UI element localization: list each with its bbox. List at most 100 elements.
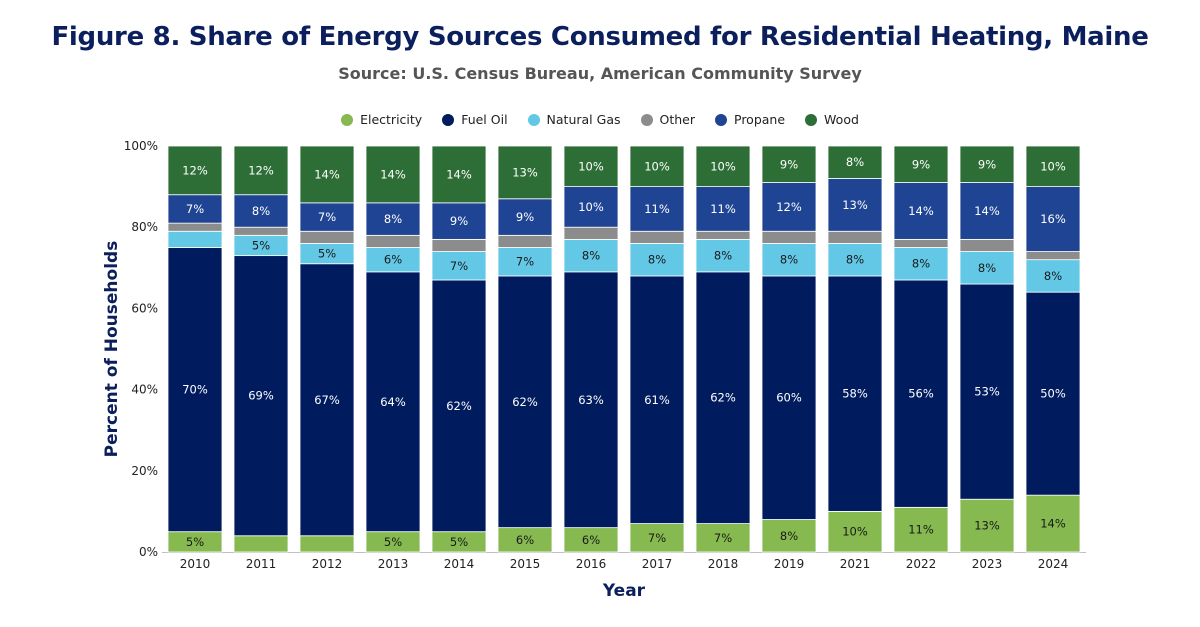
data-label-propane: 12% (776, 200, 802, 214)
data-label-fuel-oil: 62% (710, 391, 736, 405)
data-label-wood: 10% (578, 159, 604, 173)
data-label-propane: 9% (516, 210, 534, 224)
x-tick-label: 2010 (180, 557, 211, 571)
data-label-fuel-oil: 69% (248, 389, 274, 403)
data-label-wood: 12% (182, 163, 208, 177)
data-label-propane: 10% (578, 200, 604, 214)
data-label-electricity: 6% (582, 533, 600, 547)
data-label-natural-gas: 8% (648, 253, 666, 267)
data-label-fuel-oil: 62% (446, 399, 472, 413)
legend-swatch-other (640, 113, 653, 126)
bar-segment-natural-gas (1025, 259, 1081, 293)
data-label-wood: 10% (1040, 159, 1066, 173)
bar-segment-wood (959, 145, 1015, 183)
legend: Electricity Fuel Oil Natural Gas Other P… (0, 112, 1200, 127)
bar-segment-natural-gas (893, 247, 949, 281)
bar-segment-propane (497, 198, 553, 236)
bar-segment-other (365, 234, 421, 248)
data-label-propane: 13% (842, 198, 868, 212)
bar-segment-wood (695, 145, 751, 187)
legend-item-propane[interactable]: Propane (715, 112, 785, 127)
bar-segment-natural-gas (431, 251, 487, 281)
data-label-fuel-oil: 70% (182, 383, 208, 397)
data-label-electricity: 13% (974, 519, 1000, 533)
bar-segment-wood (365, 145, 421, 204)
chart-title: Figure 8. Share of Energy Sources Consum… (51, 22, 1149, 52)
data-label-propane: 7% (318, 210, 336, 224)
x-tick-label: 2013 (378, 557, 409, 571)
data-label-wood: 14% (314, 167, 340, 181)
data-label-propane: 11% (644, 202, 670, 216)
data-label-wood: 13% (512, 165, 538, 179)
x-tick-label: 2019 (774, 557, 805, 571)
data-label-wood: 10% (710, 159, 736, 173)
legend-label-natural-gas: Natural Gas (546, 112, 621, 127)
bar-segment-other (695, 230, 751, 240)
x-tick-label: 2021 (840, 557, 871, 571)
legend-item-fuel-oil[interactable]: Fuel Oil (442, 112, 508, 127)
data-label-propane: 14% (974, 204, 1000, 218)
bar-segment-wood (827, 145, 883, 179)
bar-segment-wood (761, 145, 817, 183)
bar-segment-electricity (893, 506, 949, 553)
data-label-natural-gas: 8% (780, 253, 798, 267)
legend-swatch-natural-gas (527, 113, 540, 126)
data-label-natural-gas: 5% (252, 238, 270, 252)
legend-item-natural-gas[interactable]: Natural Gas (527, 112, 621, 127)
y-tick-label: 60% (131, 301, 158, 315)
bar-segment-propane (959, 182, 1015, 240)
bar-segment-natural-gas (629, 243, 685, 277)
data-label-fuel-oil: 67% (314, 393, 340, 407)
data-label-electricity: 7% (648, 531, 666, 545)
bar-segment-propane (695, 186, 751, 232)
bar-segment-other (299, 230, 355, 244)
data-label-wood: 9% (978, 157, 996, 171)
bar-segment-electricity (233, 535, 289, 553)
bar-segment-fuel-oil (497, 275, 553, 529)
legend-item-wood[interactable]: Wood (805, 112, 859, 127)
x-tick-label: 2012 (312, 557, 343, 571)
legend-label-fuel-oil: Fuel Oil (461, 112, 508, 127)
data-label-natural-gas: 8% (582, 249, 600, 263)
data-label-electricity: 5% (450, 535, 468, 549)
bar-segment-wood (629, 145, 685, 187)
x-tick-label: 2022 (906, 557, 937, 571)
bar-segment-other (893, 238, 949, 248)
bar-segment-fuel-oil (959, 283, 1015, 500)
bar-segment-other (761, 230, 817, 244)
legend-swatch-fuel-oil (442, 113, 455, 126)
data-label-natural-gas: 8% (912, 257, 930, 271)
x-tick-label: 2014 (444, 557, 475, 571)
bar-segment-wood (893, 145, 949, 183)
bar-segment-wood (233, 145, 289, 196)
x-tick-label: 2011 (246, 557, 277, 571)
data-label-fuel-oil: 62% (512, 395, 538, 409)
bar-segment-electricity (563, 527, 619, 553)
bar-segment-fuel-oil (233, 255, 289, 537)
bar-segment-wood (299, 145, 355, 204)
bar-segment-propane (827, 178, 883, 232)
bar-segment-wood (497, 145, 553, 200)
legend-swatch-wood (805, 113, 818, 126)
data-label-wood: 9% (912, 157, 930, 171)
bar-segment-fuel-oil (365, 271, 421, 533)
y-axis-title: Percent of Households (102, 241, 122, 458)
x-tick-label: 2023 (972, 557, 1003, 571)
legend-item-other[interactable]: Other (640, 112, 695, 127)
data-label-electricity: 11% (908, 523, 934, 537)
data-label-propane: 9% (450, 214, 468, 228)
y-tick-label: 40% (131, 383, 158, 397)
bar-segment-natural-gas (497, 247, 553, 277)
data-label-natural-gas: 6% (384, 253, 402, 267)
data-label-natural-gas: 7% (450, 259, 468, 273)
bar-segment-fuel-oil (1025, 291, 1081, 496)
data-label-fuel-oil: 56% (908, 387, 934, 401)
bar-segment-natural-gas (167, 230, 223, 248)
legend-swatch-propane (715, 113, 727, 126)
bar-segment-wood (167, 145, 223, 196)
bar-segment-other (431, 238, 487, 252)
data-label-wood: 9% (780, 157, 798, 171)
bar-segment-fuel-oil (563, 271, 619, 529)
bar-segment-natural-gas (959, 251, 1015, 285)
legend-item-electricity[interactable]: Electricity (341, 112, 422, 127)
